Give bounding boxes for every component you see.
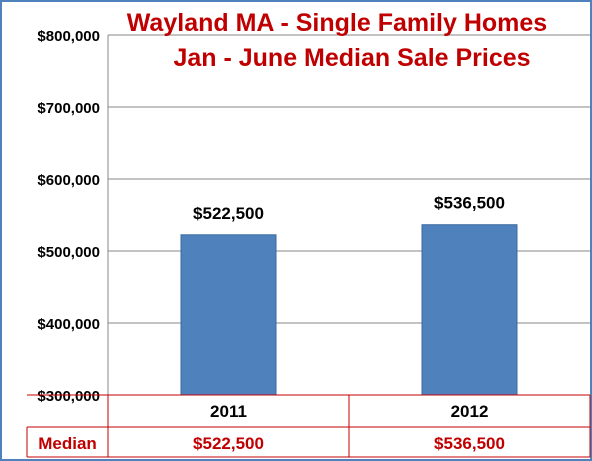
- y-tick-label: $400,000: [37, 316, 100, 333]
- y-tick-label: $800,000: [37, 28, 100, 45]
- x-category-label: 2012: [451, 402, 489, 421]
- y-axis-tick-labels: $300,000 $400,000 $500,000 $600,000 $700,000…: [37, 28, 100, 405]
- y-tick-label: $600,000: [37, 172, 100, 189]
- bar-2012: [421, 224, 518, 396]
- data-labels: $522,500 $536,500: [193, 194, 505, 223]
- data-label-2011: $522,500: [193, 204, 264, 223]
- data-table: 2011 2012 Median $522,500 $536,500: [26, 394, 591, 458]
- y-tick-label: $500,000: [37, 244, 100, 261]
- gridlines: [108, 34, 590, 324]
- bars: [180, 224, 518, 396]
- y-tick-label: $300,000: [37, 388, 100, 405]
- bar-2011: [180, 234, 277, 396]
- y-tick-label: $700,000: [37, 100, 100, 117]
- x-category-label: 2011: [210, 402, 247, 421]
- table-value-cell: $522,500: [193, 434, 264, 453]
- table-row-label: Median: [38, 434, 97, 453]
- chart-title-line-1: Wayland MA - Single Family Homes: [127, 9, 547, 37]
- chart-title: Wayland MA - Single Family Homes Jan - J…: [127, 9, 547, 72]
- data-label-2012: $536,500: [434, 194, 505, 213]
- chart-title-line-2: Jan - June Median Sale Prices: [173, 44, 530, 72]
- table-value-cell: $536,500: [434, 434, 505, 453]
